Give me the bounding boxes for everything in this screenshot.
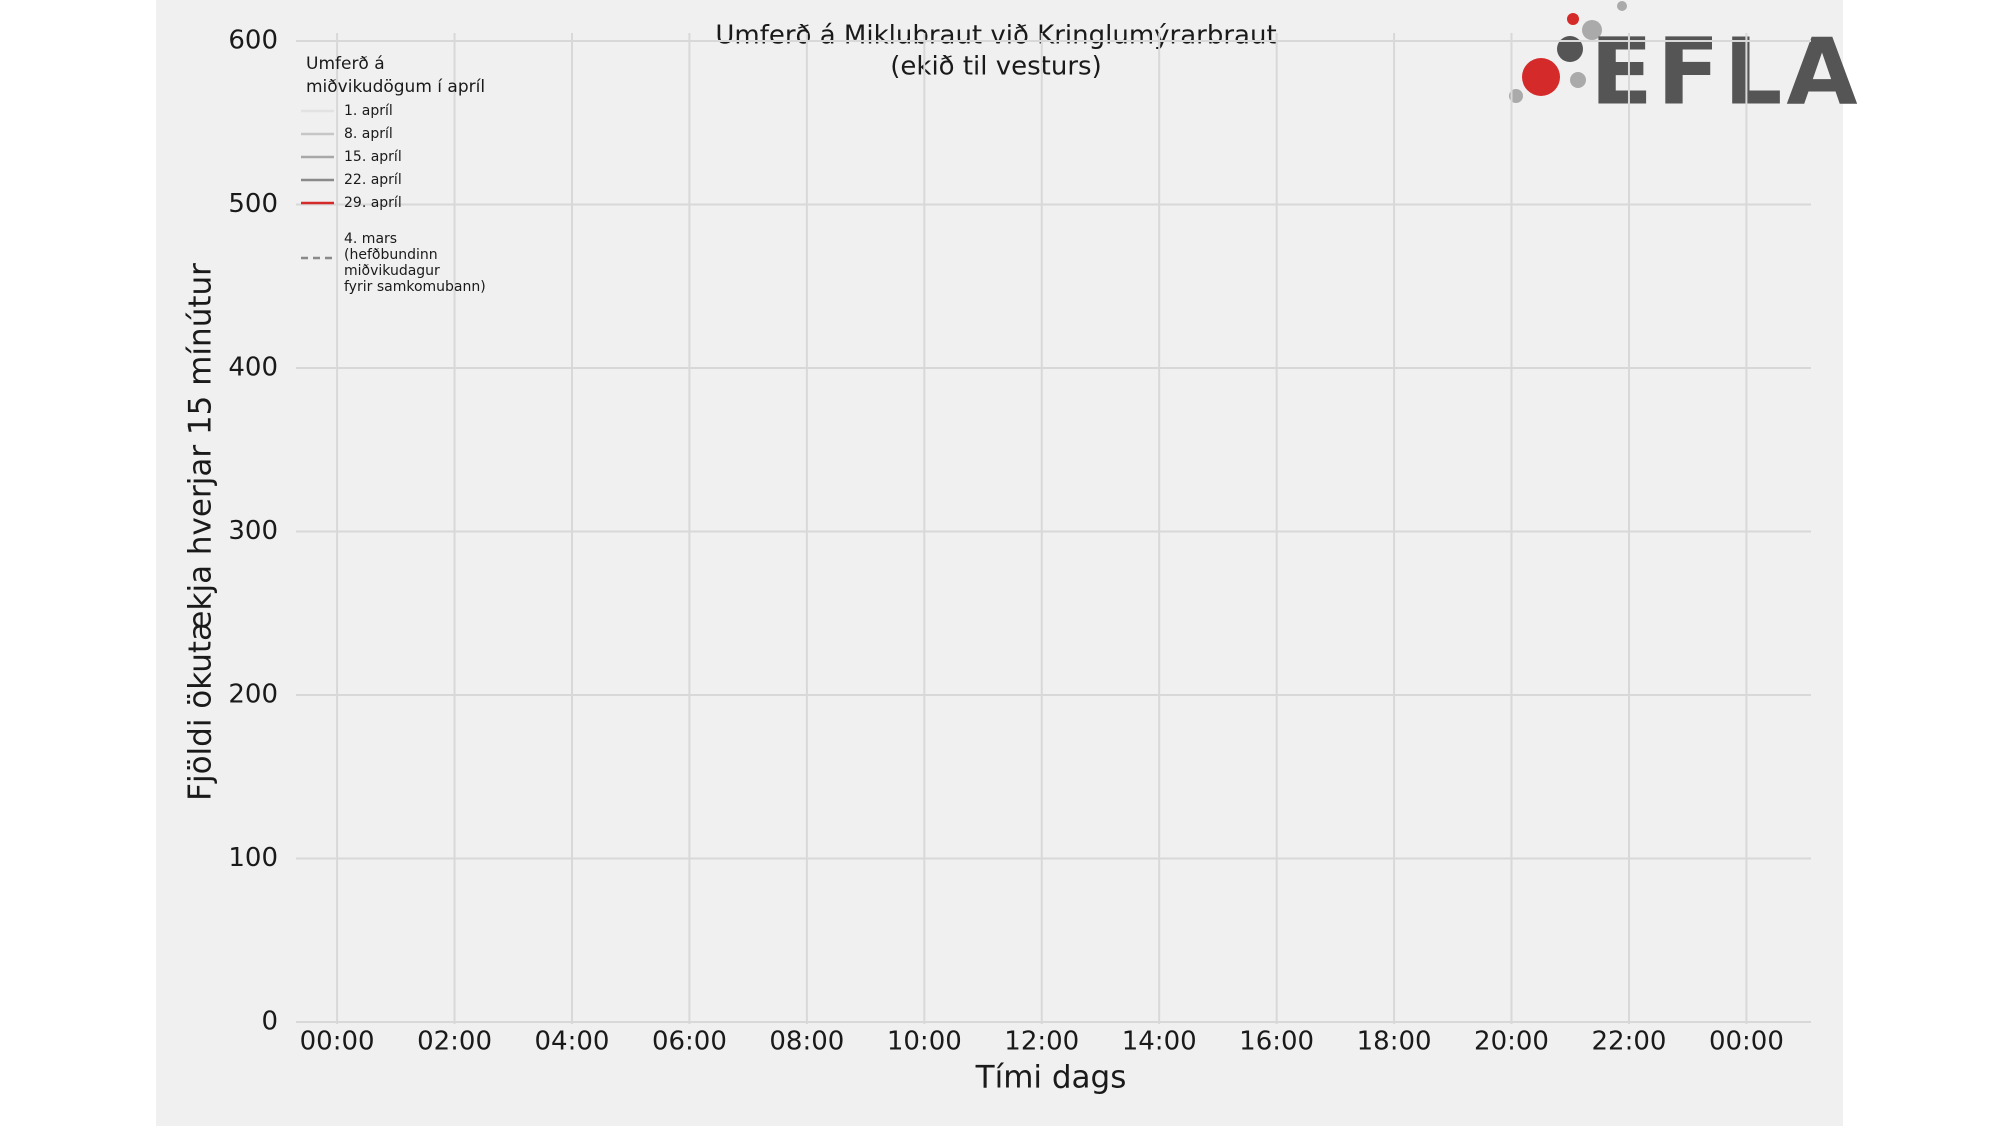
x-tick-label: 18:00 <box>1357 1027 1432 1057</box>
y-tick-label: 600 <box>228 26 278 56</box>
x-tick-label: 14:00 <box>1122 1027 1197 1057</box>
legend-label: (hefðbundinn <box>344 247 438 263</box>
y-tick-label: 0 <box>261 1007 278 1037</box>
panel <box>156 0 1843 1126</box>
legend-label: 29. apríl <box>344 195 402 211</box>
y-axis-label: Fjöldi ökutækja hverjar 15 mínútur <box>183 263 219 801</box>
x-tick-label: 02:00 <box>417 1027 492 1057</box>
y-tick-label: 500 <box>228 189 278 219</box>
y-tick-label: 200 <box>228 680 278 710</box>
legend-label: 15. apríl <box>344 149 402 165</box>
x-tick-label: 16:00 <box>1239 1027 1314 1057</box>
x-tick-label: 10:00 <box>887 1027 962 1057</box>
chart-title: Umferð á Miklubraut við Kringlumýrarbrau… <box>715 21 1276 51</box>
legend-label: 1. apríl <box>344 103 393 119</box>
y-tick-label: 100 <box>228 843 278 873</box>
legend-label: 8. apríl <box>344 126 393 142</box>
logo-dot <box>1557 36 1583 62</box>
x-tick-label: 00:00 <box>300 1027 375 1057</box>
y-tick-label: 300 <box>228 516 278 546</box>
x-tick-label: 00:00 <box>1709 1027 1784 1057</box>
x-axis-label: Tími dags <box>975 1060 1127 1096</box>
legend-label: fyrir samkomubann) <box>344 279 486 295</box>
logo-dot <box>1570 72 1586 88</box>
logo: EFLA <box>1509 1 1862 125</box>
x-tick-label: 20:00 <box>1474 1027 1549 1057</box>
x-tick-label: 08:00 <box>769 1027 844 1057</box>
x-tick-label: 12:00 <box>1004 1027 1079 1057</box>
legend-title: Umferð á <box>306 54 385 74</box>
x-tick-label: 06:00 <box>652 1027 727 1057</box>
logo-dot <box>1582 20 1602 40</box>
logo-dot <box>1617 1 1627 11</box>
chart-subtitle: (ekið til vesturs) <box>890 52 1101 82</box>
logo-dot <box>1522 58 1560 96</box>
logo-text: EFLA <box>1590 18 1862 125</box>
legend-label: 4. mars <box>344 231 397 247</box>
legend-title: miðvikudögum í apríl <box>306 77 485 97</box>
legend-label: 22. apríl <box>344 172 402 188</box>
x-tick-label: 22:00 <box>1591 1027 1666 1057</box>
x-tick-label: 04:00 <box>535 1027 610 1057</box>
y-tick-label: 400 <box>228 353 278 383</box>
logo-dot <box>1567 13 1579 25</box>
legend-label: miðvikudagur <box>344 263 440 279</box>
